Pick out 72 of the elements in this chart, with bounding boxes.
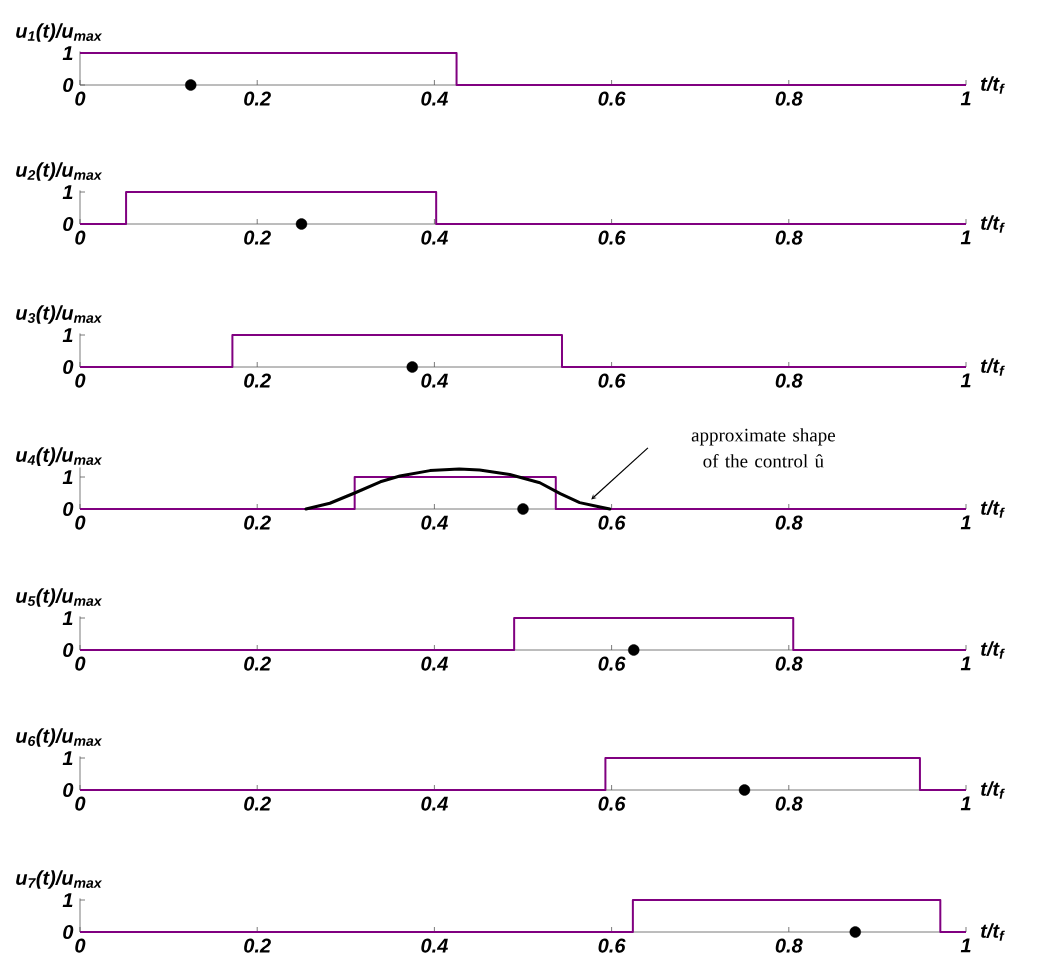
x-tick-label: 0.2 <box>244 796 271 811</box>
x-tick-label: 0.4 <box>421 938 448 953</box>
x-tick-label: 0.6 <box>598 230 626 245</box>
x-tick-label: 0.6 <box>598 796 626 811</box>
x-tick-label: 0.4 <box>421 796 448 811</box>
y-tick-label: 1 <box>62 751 73 765</box>
x-axis-title: t/t$_{f}$ <box>981 500 1005 518</box>
y-tick-label: 1 <box>62 893 73 907</box>
x-tick-label: 1 <box>960 656 971 671</box>
x-tick-label: 0 <box>75 938 86 953</box>
y-tick-label: 0 <box>63 924 74 940</box>
annotation: approximate shape of the control û <box>691 428 836 468</box>
x-tick-label: 0.8 <box>775 796 803 811</box>
x-tick-label: 0.2 <box>244 230 271 245</box>
y-axis-title: u$_{6}$(t)/u$_{max}$ <box>16 728 103 747</box>
x-tick-label: 0.8 <box>775 938 803 953</box>
x-tick-label: 0.8 <box>775 91 803 106</box>
x-axis-title: t/t$_{f}$ <box>981 781 1005 799</box>
x-axis-title: t/t$_{f}$ <box>981 358 1005 376</box>
x-tick-label: 0.4 <box>421 91 448 106</box>
y-tick-label: 0 <box>63 359 74 375</box>
x-tick-label: 0.4 <box>421 515 448 530</box>
x-tick-label: 0.2 <box>244 515 271 530</box>
y-tick-label: 0 <box>63 216 74 232</box>
y-axis-title: u$_{7}$(t)/u$_{max}$ <box>16 870 103 889</box>
y-tick-label: 1 <box>62 611 73 625</box>
x-axis-title: t/t$_{f}$ <box>981 215 1005 233</box>
x-tick-label: 1 <box>960 515 971 530</box>
x-tick-label: 0 <box>75 796 86 811</box>
y-axis-title: u$_{4}$(t)/u$_{max}$ <box>16 447 103 466</box>
x-tick-label: 0.4 <box>421 230 448 245</box>
x-tick-label: 0.6 <box>598 656 626 671</box>
x-tick-label: 0.8 <box>775 656 803 671</box>
x-tick-label: 1 <box>960 91 971 106</box>
y-axis-title: u$_{2}$(t)/u$_{max}$ <box>16 162 103 181</box>
x-tick-label: 0.6 <box>598 938 626 953</box>
y-axis-title: u$_{1}$(t)/u$_{max}$ <box>16 23 103 42</box>
x-tick-label: 0 <box>75 230 86 245</box>
x-tick-label: 1 <box>960 938 971 953</box>
x-tick-label: 0.6 <box>598 515 626 530</box>
x-axis-title: t/t$_{f}$ <box>981 641 1005 659</box>
y-tick-label: 0 <box>63 782 74 798</box>
y-tick-label: 0 <box>63 501 74 517</box>
x-tick-label: 1 <box>960 373 971 388</box>
x-tick-label: 0 <box>75 515 86 530</box>
x-tick-label: 0 <box>75 91 86 106</box>
x-tick-label: 0 <box>75 373 86 388</box>
x-tick-label: 1 <box>960 796 971 811</box>
x-axis-title: t/t$_{f}$ <box>981 76 1005 94</box>
x-tick-label: 0.2 <box>244 91 271 106</box>
x-axis-title: t/t$_{f}$ <box>981 923 1005 941</box>
x-tick-label: 0.2 <box>244 373 271 388</box>
x-tick-label: 0.8 <box>775 515 803 530</box>
y-tick-label: 1 <box>62 185 73 199</box>
y-tick-label: 1 <box>62 470 73 484</box>
y-tick-label: 0 <box>63 642 74 658</box>
x-tick-label: 0.6 <box>598 373 626 388</box>
y-tick-label: 0 <box>63 77 74 93</box>
y-axis-title: u$_{5}$(t)/u$_{max}$ <box>16 588 103 607</box>
x-tick-label: 0.8 <box>775 230 803 245</box>
x-tick-label: 0 <box>75 656 86 671</box>
x-tick-label: 0.4 <box>421 373 448 388</box>
y-tick-label: 1 <box>62 46 73 60</box>
y-tick-label: 1 <box>62 328 73 342</box>
x-tick-label: 0.8 <box>775 373 803 388</box>
x-tick-label: 0.2 <box>244 938 271 953</box>
y-axis-title: u$_{3}$(t)/u$_{max}$ <box>16 305 103 324</box>
x-tick-label: 0.4 <box>421 656 448 671</box>
x-tick-label: 0.6 <box>598 91 626 106</box>
x-tick-label: 0.2 <box>244 656 271 671</box>
x-tick-label: 1 <box>960 230 971 245</box>
line-series <box>304 467 612 511</box>
